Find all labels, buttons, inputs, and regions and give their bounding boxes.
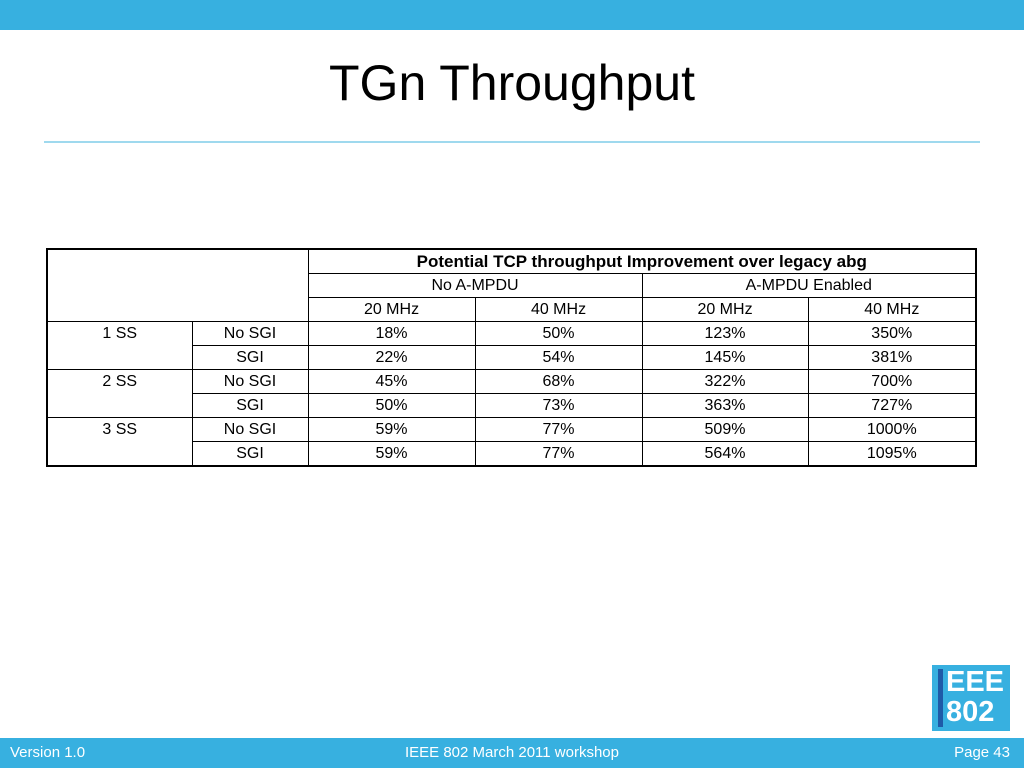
spatial-stream-label: 3 SS <box>46 417 193 467</box>
table-header-row: Potential TCP throughput Improvement ove… <box>46 248 978 322</box>
logo-line-2: 802 <box>946 696 995 728</box>
table-cell: 59% <box>307 441 476 467</box>
table-cell: 381% <box>807 345 978 370</box>
slide-title: TGn Throughput <box>329 55 695 111</box>
top-banner <box>0 0 1024 30</box>
table-cell: 564% <box>641 441 809 467</box>
table-cell: 509% <box>641 417 809 442</box>
footer-page-number: Page 43 <box>954 744 1010 761</box>
spatial-stream-label: 1 SS <box>46 321 193 370</box>
table-cell: 18% <box>307 321 476 346</box>
table-cell: 45% <box>307 369 476 394</box>
table-cell: 77% <box>474 441 643 467</box>
main-header-cell: Potential TCP throughput Improvement ove… <box>307 248 978 274</box>
spatial-stream-label: 2 SS <box>46 369 193 418</box>
table-cell: 322% <box>641 369 809 394</box>
bandwidth-header: 40 MHz <box>807 297 978 322</box>
table-cell: 1000% <box>807 417 978 442</box>
group-header-no-ampdu: No A-MPDU <box>307 273 643 298</box>
table-cell: 54% <box>474 345 643 370</box>
table-cell: 50% <box>474 321 643 346</box>
guard-interval-label: SGI <box>191 345 309 370</box>
table-cell: 1095% <box>807 441 978 467</box>
throughput-table: Potential TCP throughput Improvement ove… <box>46 248 978 467</box>
table-row: 1 SS No SGI 18% 50% 123% 350% <box>46 321 978 370</box>
table-cell: 77% <box>474 417 643 442</box>
footer-version: Version 1.0 <box>10 744 86 761</box>
table-cell: 727% <box>807 393 978 418</box>
logo-text: EEE 802 <box>946 667 1004 727</box>
blank-corner-cell <box>46 248 309 322</box>
logo-stripe <box>938 669 943 727</box>
table-cell: 350% <box>807 321 978 346</box>
logo-line-1: EEE <box>946 666 1005 698</box>
table-cell: 123% <box>641 321 809 346</box>
table-group-row: No A-MPDU A-MPDU Enabled <box>47 273 978 298</box>
group-header-ampdu-enabled: A-MPDU Enabled <box>641 273 978 298</box>
table-row: SGI 59% 77% 564% 1095% <box>47 441 978 467</box>
table-cell: 145% <box>641 345 809 370</box>
guard-interval-label: No SGI <box>191 369 309 394</box>
footer-event: IEEE 802 March 2011 workshop <box>404 744 619 761</box>
guard-interval-label: SGI <box>191 441 309 467</box>
footer-bar: IEEE 802 March 2011 workshop Version 1.0… <box>0 738 1024 768</box>
bandwidth-header: 40 MHz <box>474 297 643 322</box>
table-row: SGI 50% 73% 363% 727% <box>47 393 978 418</box>
title-divider <box>44 141 980 143</box>
table-row: SGI 22% 54% 145% 381% <box>47 345 978 370</box>
table-cell: 700% <box>807 369 978 394</box>
table-cell: 73% <box>474 393 643 418</box>
table-cell: 68% <box>474 369 643 394</box>
table-bandwidth-row: 20 MHz 40 MHz 20 MHz 40 MHz <box>47 297 978 322</box>
guard-interval-label: SGI <box>191 393 309 418</box>
table-cell: 363% <box>641 393 809 418</box>
bandwidth-header: 20 MHz <box>641 297 809 322</box>
table-row: 2 SS No SGI 45% 68% 322% 700% <box>46 369 978 418</box>
table-cell: 22% <box>307 345 476 370</box>
ieee-802-logo: EEE 802 <box>932 665 1010 731</box>
guard-interval-label: No SGI <box>191 321 309 346</box>
table-row: 3 SS No SGI 59% 77% 509% 1000% <box>46 417 978 467</box>
guard-interval-label: No SGI <box>191 417 309 442</box>
table-cell: 59% <box>307 417 476 442</box>
bandwidth-header: 20 MHz <box>307 297 476 322</box>
table-cell: 50% <box>307 393 476 418</box>
